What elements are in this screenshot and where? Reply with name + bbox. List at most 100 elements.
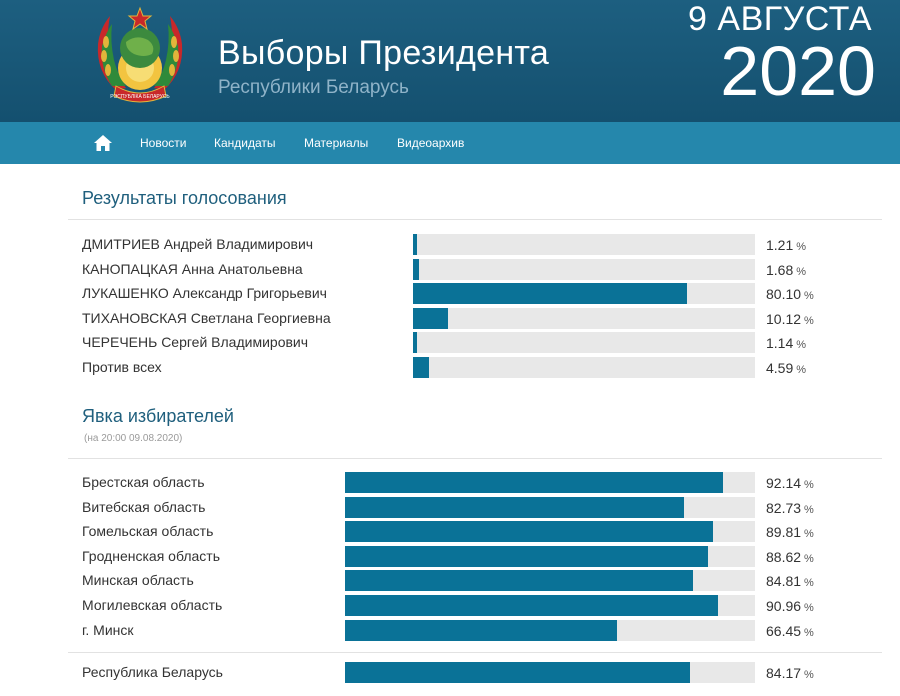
region-label: Витебская область xyxy=(82,498,206,515)
region-bar-track xyxy=(345,595,755,616)
region-value-unit: % xyxy=(804,577,814,590)
region-value-unit: % xyxy=(804,479,814,491)
candidate-bar-track xyxy=(413,357,755,378)
region-value: 92.14% xyxy=(766,475,814,491)
candidate-value-number: 1.21 xyxy=(766,237,794,253)
candidate-bar-fill xyxy=(413,307,448,329)
total-divider xyxy=(68,652,882,653)
candidate-bar-track xyxy=(413,234,755,255)
candidate-value-unit: % xyxy=(804,290,814,303)
region-label: г. Минск xyxy=(82,621,134,638)
candidate-label: Против всех xyxy=(82,359,162,375)
site-subtitle: Республики Беларусь xyxy=(218,77,409,98)
region-value: 82.73% xyxy=(766,500,814,516)
region-bar-fill xyxy=(345,472,723,493)
home-icon[interactable] xyxy=(94,135,112,151)
site-header: РЭСПУБЛІКА БЕЛАРУСЬ Выборы Президента Ре… xyxy=(0,0,900,122)
nav-item-materials[interactable]: Материалы xyxy=(304,136,369,150)
election-date-year: 2020 xyxy=(720,32,876,110)
candidate-bar-track xyxy=(413,332,755,354)
candidate-value: 4.59% xyxy=(766,360,806,376)
region-value: 88.62% xyxy=(766,549,814,565)
region-value-number: 92.14 xyxy=(766,475,802,491)
results-title: Результаты голосования xyxy=(82,188,287,208)
region-bar-fill xyxy=(345,619,617,641)
region-value: 90.96% xyxy=(766,598,814,614)
region-bar-track xyxy=(345,521,755,543)
candidate-label: ЛУКАШЕНКО Александр Григорьевич xyxy=(82,285,327,302)
turnout-note: (на 20:00 09.08.2020) xyxy=(84,433,183,444)
country-total-value-number: 84.17 xyxy=(766,665,802,681)
region-bar-track xyxy=(345,496,755,518)
candidate-bar-fill xyxy=(413,234,417,255)
candidate-bar-fill xyxy=(413,283,687,305)
candidate-bar-track xyxy=(413,283,755,305)
results-divider xyxy=(68,219,882,220)
region-bar-fill xyxy=(345,570,693,592)
region-bar-fill xyxy=(345,545,708,567)
candidate-label: КАНОПАЦКАЯ Анна Анатольевна xyxy=(82,260,303,277)
candidate-bar-fill xyxy=(413,258,419,280)
state-emblem-icon: РЭСПУБЛІКА БЕЛАРУСЬ xyxy=(97,6,183,103)
region-value-number: 66.45 xyxy=(766,622,802,639)
region-bar-track xyxy=(345,545,755,567)
nav-item-video-archive[interactable]: Видеоархив xyxy=(397,136,465,150)
candidate-value-number: 1.68 xyxy=(766,261,794,278)
svg-text:РЭСПУБЛІКА БЕЛАРУСЬ: РЭСПУБЛІКА БЕЛАРУСЬ xyxy=(110,94,170,100)
country-total-label: Республика Беларусь xyxy=(82,664,223,680)
region-value: 84.81% xyxy=(766,573,814,589)
region-label: Брестская область xyxy=(82,474,205,490)
candidate-value-unit: % xyxy=(796,265,807,278)
country-total-value-unit: % xyxy=(804,669,814,681)
region-bar-track xyxy=(345,570,755,592)
region-value-unit: % xyxy=(804,626,814,639)
country-total-bar-track xyxy=(345,662,755,683)
region-bar-track xyxy=(345,472,755,493)
region-value: 89.81% xyxy=(766,524,814,540)
candidate-bar-fill xyxy=(413,357,429,378)
region-value-number: 89.81 xyxy=(766,524,802,541)
country-total-value: 84.17% xyxy=(766,665,814,681)
region-value-unit: % xyxy=(804,602,814,614)
turnout-title: Явка избирателей xyxy=(82,406,234,426)
region-bar-fill xyxy=(345,595,718,616)
candidate-value: 80.10% xyxy=(766,286,814,302)
region-value-unit: % xyxy=(804,552,814,565)
country-total-bar-fill xyxy=(345,662,690,683)
candidate-value: 1.21% xyxy=(766,237,806,253)
region-value-unit: % xyxy=(804,528,814,541)
candidate-label: ТИХАНОВСКАЯ Светлана Георгиевна xyxy=(82,309,331,326)
candidate-value-number: 1.14 xyxy=(766,335,794,352)
region-value-number: 84.81 xyxy=(766,573,802,590)
candidate-value-unit: % xyxy=(796,364,807,376)
candidate-value: 10.12% xyxy=(766,311,814,327)
region-value: 66.45% xyxy=(766,623,814,639)
candidate-bar-track xyxy=(413,258,755,280)
region-value-number: 82.73 xyxy=(766,499,802,516)
candidate-value-unit: % xyxy=(796,241,807,253)
candidate-value: 1.68% xyxy=(766,262,806,278)
candidate-label: ЧЕРЕЧЕНЬ Сергей Владимирович xyxy=(82,334,309,351)
candidate-value-number: 4.59 xyxy=(766,360,794,376)
site-title: Выборы Президента xyxy=(218,34,550,72)
candidate-value-number: 80.10 xyxy=(766,286,802,303)
nav-item-news[interactable]: Новости xyxy=(140,136,187,150)
region-label: Минская область xyxy=(82,572,194,589)
region-label: Гродненская область xyxy=(82,547,221,564)
main-nav: Новости Кандидаты Материалы Видеоархив xyxy=(0,122,900,164)
candidate-value-unit: % xyxy=(804,314,814,327)
candidate-label: ДМИТРИЕВ Андрей Владимирович xyxy=(82,236,314,252)
candidate-value-unit: % xyxy=(796,339,807,352)
region-label: Гомельская область xyxy=(82,523,214,540)
candidate-value-number: 10.12 xyxy=(766,310,802,327)
region-label: Могилевская область xyxy=(82,597,223,613)
region-bar-track xyxy=(345,619,755,641)
region-bar-fill xyxy=(345,521,713,543)
turnout-divider xyxy=(68,458,882,459)
nav-item-candidates[interactable]: Кандидаты xyxy=(214,136,276,150)
election-date-day: 9 АВГУСТА xyxy=(688,0,872,38)
candidate-bar-track xyxy=(413,307,755,329)
region-value-unit: % xyxy=(804,503,814,516)
candidate-bar-fill xyxy=(413,332,417,354)
candidate-value: 1.14% xyxy=(766,335,806,351)
